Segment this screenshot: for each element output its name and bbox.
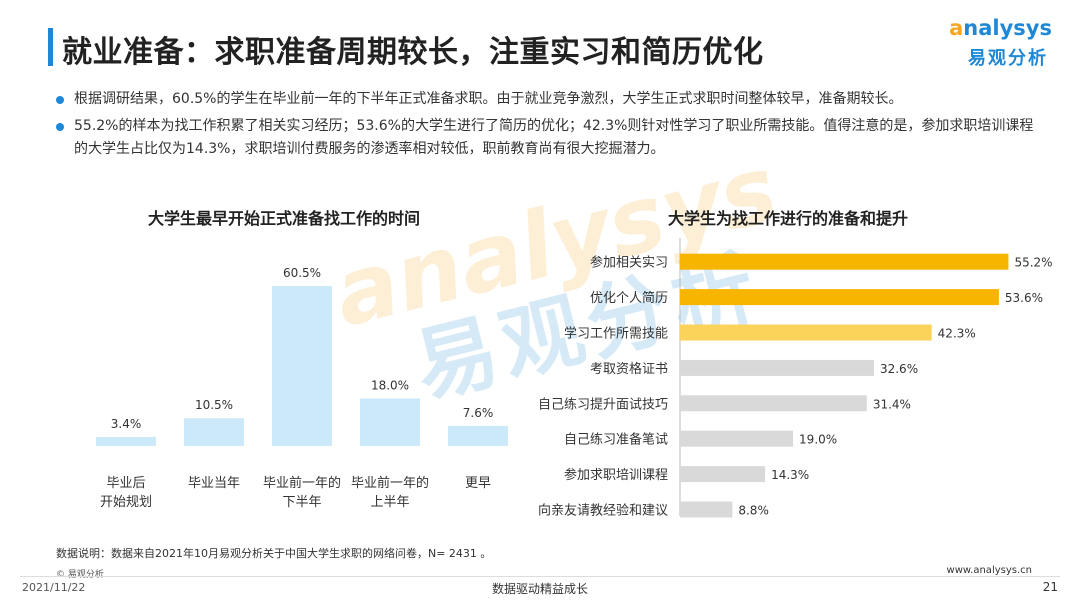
data-label: 10.5% (195, 398, 233, 412)
category-label: 上半年 (370, 495, 409, 510)
footer-divider (20, 576, 1060, 577)
data-label: 42.3% (938, 327, 976, 341)
data-label: 3.4% (111, 417, 142, 431)
bar (448, 425, 508, 446)
footer-slogan: 数据驱动精益成长 (491, 582, 588, 596)
category-label: 自己练习准备笔试 (564, 432, 668, 448)
bar (680, 359, 874, 376)
bullet-text: 根据调研结果，60.5%的学生在毕业前一年的下半年正式准备求职。由于就业竞争激烈… (74, 91, 903, 107)
category-label: 毕业当年 (188, 476, 240, 491)
title-accent-bar (48, 28, 53, 66)
right-chart-title: 大学生为找工作进行的准备和提升 (668, 209, 909, 228)
summary-bullet: 根据调研结果，60.5%的学生在毕业前一年的下半年正式准备求职。由于就业竞争激烈… (56, 88, 1046, 111)
summary-bullets: 根据调研结果，60.5%的学生在毕业前一年的下半年正式准备求职。由于就业竞争激烈… (56, 88, 1046, 165)
data-label: 8.8% (738, 504, 769, 518)
category-label: 参加求职培训课程 (564, 467, 668, 483)
category-label: 自己练习提升面试技巧 (538, 396, 668, 412)
page-title: 就业准备：求职准备周期较长，注重实习和简历优化 (62, 35, 764, 70)
data-label: 55.2% (1014, 256, 1052, 270)
data-label: 53.6% (1005, 291, 1043, 305)
logo-chinese: 易观分析 (968, 48, 1048, 69)
category-label: 优化个人简历 (590, 290, 668, 306)
analysys-logo: analysys 易观分析 (940, 16, 1052, 72)
category-label: 毕业后 (106, 476, 145, 491)
bar (272, 286, 332, 446)
bullet-dot-icon (56, 123, 64, 131)
bullet-text: 55.2%的样本为找工作积累了相关实习经历；53.6%的大学生进行了简历的优化；… (74, 118, 1034, 157)
bar (680, 501, 733, 518)
bar (680, 253, 1009, 270)
bullet-dot-icon (56, 96, 64, 104)
bar (680, 324, 932, 341)
left-chart-title: 大学生最早开始正式准备找工作的时间 (148, 209, 421, 228)
page-number: 21 (1042, 580, 1058, 594)
data-label: 19.0% (799, 433, 837, 447)
category-label: 向亲友请教经验和建议 (538, 503, 668, 519)
category-label: 开始规划 (100, 495, 152, 510)
data-label: 60.5% (283, 266, 321, 280)
category-label: 参加相关实习 (590, 255, 668, 271)
copyright-text: © 易观分析 (56, 570, 104, 580)
bar (360, 398, 420, 446)
logo-wordmark-first: a (949, 16, 964, 40)
bar (680, 466, 766, 483)
website-link: www.analysys.cn (946, 565, 1032, 576)
category-label: 考取资格证书 (590, 361, 668, 377)
bar (184, 418, 244, 446)
logo-wordmark: analysys (949, 16, 1052, 40)
data-label: 14.3% (771, 468, 809, 482)
bar (680, 395, 867, 412)
bar (680, 289, 999, 306)
category-label: 毕业前一年的 (263, 475, 341, 491)
category-label: 毕业前一年的 (351, 475, 429, 491)
report-date: 2021/11/22 (22, 581, 86, 594)
data-note: 数据说明：数据来自2021年10月易观分析关于中国大学生求职的网络问卷，N= 2… (56, 547, 492, 560)
category-label: 学习工作所需技能 (564, 326, 668, 342)
logo-wordmark-rest: nalysys (963, 16, 1052, 40)
data-label: 31.4% (873, 397, 911, 411)
summary-bullet: 55.2%的样本为找工作积累了相关实习经历；53.6%的大学生进行了简历的优化；… (56, 115, 1046, 161)
data-label: 18.0% (371, 378, 409, 392)
bar (96, 437, 156, 446)
right-bar-chart: 参加相关实习 55.2% 优化个人简历 53.6% 学习工作所需技能 42.3% 考取资格证… (538, 238, 1053, 519)
data-label: 32.6% (880, 362, 918, 376)
category-label: 下半年 (282, 495, 321, 510)
bar (680, 430, 794, 447)
data-label: 7.6% (463, 406, 494, 420)
category-label: 更早 (465, 476, 491, 491)
left-bar-chart: 3.4%毕业后开始规划10.5%毕业当年60.5%毕业前一年的下半年18.0%毕… (96, 266, 508, 510)
